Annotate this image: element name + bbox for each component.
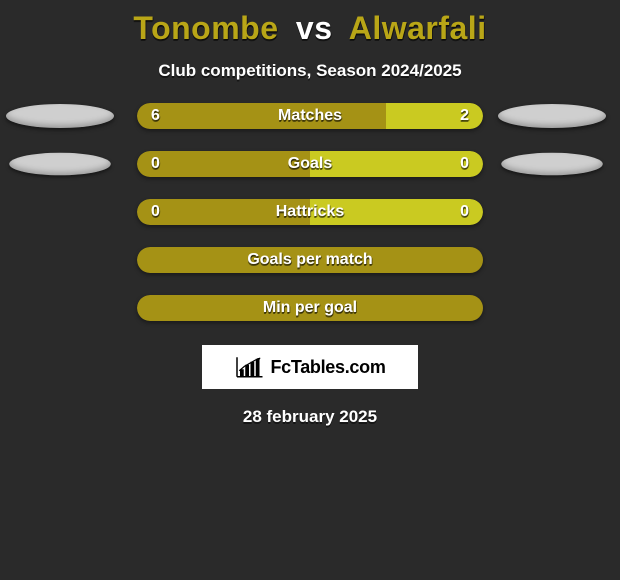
stat-row: Goals per match — [0, 247, 620, 273]
stat-row: Matches62 — [0, 103, 620, 129]
subtitle: Club competitions, Season 2024/2025 — [0, 61, 620, 81]
bar-segment-left — [137, 247, 483, 273]
marker-left — [6, 104, 114, 128]
player2-name: Alwarfali — [349, 10, 487, 46]
bar-chart-icon — [234, 355, 264, 379]
marker-right — [498, 104, 606, 128]
stat-row: Hattricks00 — [0, 199, 620, 225]
logo-container: FcTables.com — [0, 345, 620, 389]
bar-segment-right — [386, 103, 483, 129]
fctables-logo: FcTables.com — [202, 345, 418, 389]
comparison-infographic: Tonombe vs Alwarfali Club competitions, … — [0, 0, 620, 580]
bar-segment-left — [137, 295, 483, 321]
stat-bar: Goals per match — [137, 247, 483, 273]
bar-segment-right — [310, 151, 483, 177]
date-text: 28 february 2025 — [0, 407, 620, 427]
stat-row: Min per goal — [0, 295, 620, 321]
page-title: Tonombe vs Alwarfali — [0, 10, 620, 47]
stat-rows-container: Matches62 Goals00 Hattricks00 Goals per mat… — [0, 103, 620, 321]
bar-segment-right — [310, 199, 483, 225]
stat-row: Goals00 — [0, 151, 620, 177]
title-vs: vs — [296, 10, 333, 46]
bar-segment-left — [137, 199, 310, 225]
player1-name: Tonombe — [133, 10, 278, 46]
marker-right — [501, 153, 603, 176]
bar-segment-left — [137, 103, 386, 129]
stat-bar: Goals00 — [137, 151, 483, 177]
stat-bar: Matches62 — [137, 103, 483, 129]
stat-bar: Min per goal — [137, 295, 483, 321]
logo-text: FcTables.com — [270, 357, 385, 378]
bar-segment-left — [137, 151, 310, 177]
marker-left — [9, 153, 111, 176]
stat-bar: Hattricks00 — [137, 199, 483, 225]
